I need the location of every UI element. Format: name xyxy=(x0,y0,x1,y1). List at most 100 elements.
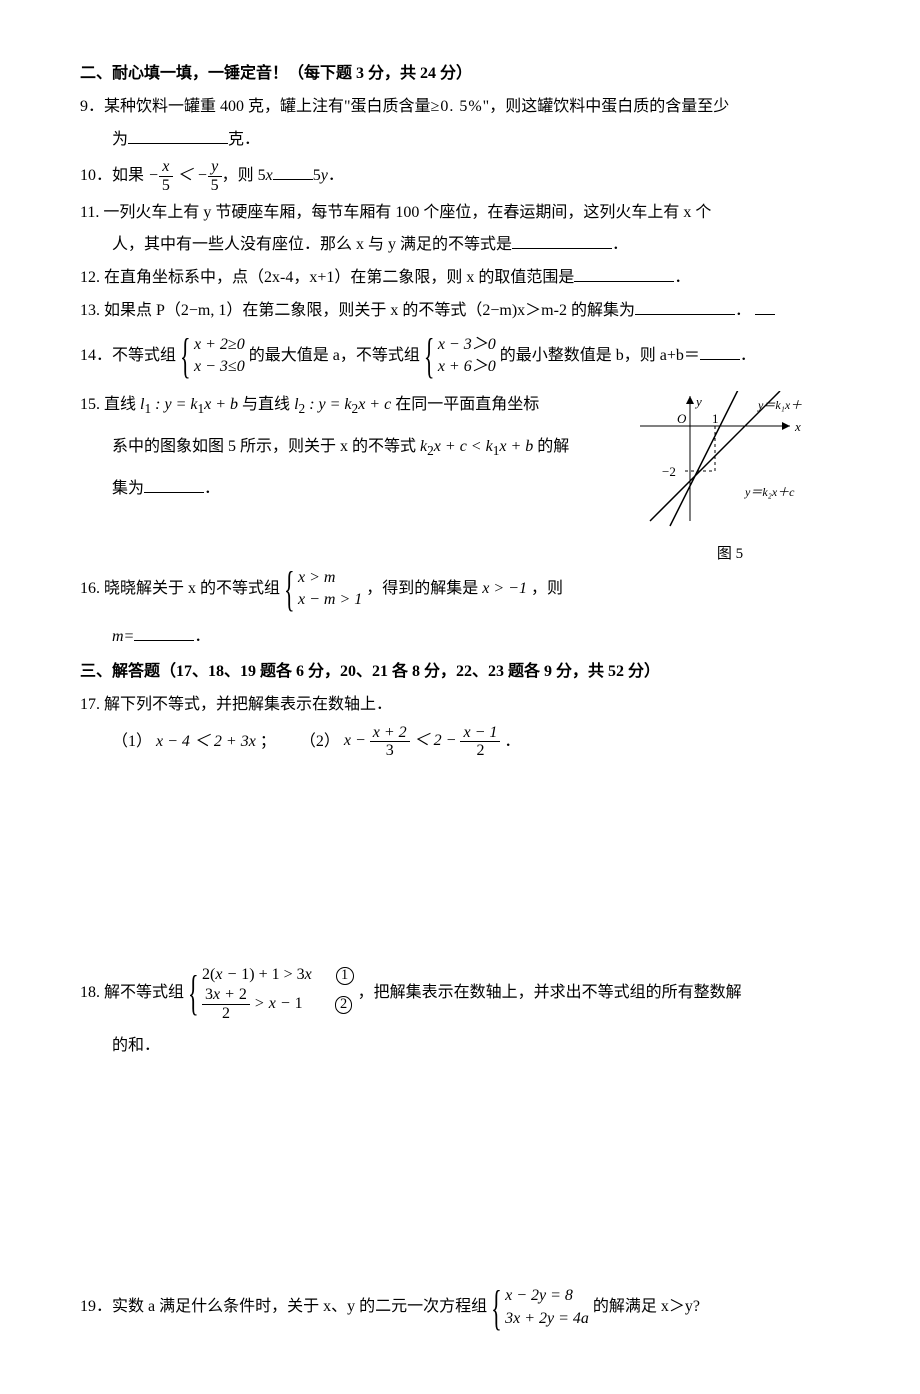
q17-p2-expr: x − x + 23 ＜ 2 − x − 12 xyxy=(344,732,501,749)
q12-text-b: ． xyxy=(674,269,690,286)
q11-text2a: 人，其中有一些人没有座位．那么 x 与 y 满足的不等式是 xyxy=(112,236,512,253)
q17-num: 17. xyxy=(80,696,100,713)
q15: y x O 1 −2 y＝k₁x＋ y＝k₂x＋c 图 5 15. 直线 l1 … xyxy=(80,391,840,561)
q15-l1b: 与直线 xyxy=(242,396,290,413)
q13-text-b: ． xyxy=(735,302,751,319)
q12: 12. 在直角坐标系中，点（2x-4，x+1）在第二象限，则 x 的取值范围是． xyxy=(80,264,840,293)
q11-text1: 一列火车上有 y 节硬座车厢，每节车厢有 100 个座位，在春运期间，这列火车上… xyxy=(103,204,711,221)
q14-sys1: x + 2≥0 x − 3≤0 xyxy=(180,334,245,379)
q18-text-a: 解不等式组 xyxy=(104,984,184,1001)
q10-text-b: ，则 5 xyxy=(222,167,266,184)
figure-5: y x O 1 −2 y＝k₁x＋ y＝k₂x＋c 图 5 xyxy=(630,391,830,561)
fig5-y-label: y xyxy=(694,394,702,409)
q15-l2a: 系中的图象如图 5 所示，则关于 x 的不等式 xyxy=(112,438,416,455)
q9-num: 9． xyxy=(80,98,104,115)
q16-sys: x > m x − m > 1 xyxy=(284,567,362,612)
q9-line2-a: 为 xyxy=(112,131,128,148)
q11-blank xyxy=(512,232,612,249)
q14-text-c: 的最小整数值是 b，则 a+b＝ xyxy=(500,347,700,364)
q16: 16. 晓晓解关于 x 的不等式组 x > m x − m > 1 ，得到的解集… xyxy=(80,567,840,612)
q11-line1: 11. 一列火车上有 y 节硬座车厢，每节车厢有 100 个座位，在春运期间，这… xyxy=(80,199,840,228)
q9-ge: ≥0. 5% xyxy=(431,98,483,115)
q16-text-c: ，则 xyxy=(531,580,563,597)
q11-text2b: ． xyxy=(612,236,628,253)
q15-l3a: 集为 xyxy=(112,480,144,497)
q9-line2: 为 克． xyxy=(80,126,840,155)
q19: 19．实数 a 满足什么条件时，关于 x、y 的二元一次方程组 x − 2y =… xyxy=(80,1285,840,1330)
q14-text-a: 不等式组 xyxy=(112,347,176,364)
q14-sys2: x − 3＞0 x + 6＞0 xyxy=(424,334,496,379)
q15-l1: l1 : y = k1x + b xyxy=(140,396,238,413)
q19-num: 19． xyxy=(80,1298,112,1315)
q18-l2: 的和． xyxy=(112,1037,160,1054)
q18-sys-r1: 2(x − 1) + 1 > 3x 1 xyxy=(202,964,354,986)
q15-l1c: 在同一平面直角坐标 xyxy=(395,396,539,413)
q16-line2: m=． xyxy=(80,623,840,652)
q12-blank xyxy=(574,265,674,282)
q15-line1: 15. 直线 l1 : y = k1x + b 与直线 l2 : y = k2x… xyxy=(80,391,630,421)
q17-text: 解下列不等式，并把解集表示在数轴上． xyxy=(104,696,392,713)
q14-blank xyxy=(700,343,740,360)
q14-sys1-r1: x + 2≥0 xyxy=(194,334,245,356)
q10-x: x xyxy=(266,167,273,184)
q15-ineq: k2x + c < k1x + b xyxy=(420,438,533,455)
q13-blank2 xyxy=(755,298,775,315)
q10-expr: −x5 ＜ −y5 xyxy=(148,167,222,184)
q16-sol: x > −1 xyxy=(482,580,527,597)
q17-parts: （1） x − 4 ＜ 2 + 3x ； （2） x − x + 23 ＜ 2 … xyxy=(80,724,840,760)
figure-5-svg: y x O 1 −2 y＝k₁x＋ y＝k₂x＋c xyxy=(630,391,830,531)
q17-p2-label: （2） xyxy=(300,732,340,749)
q9-line2-b: 克． xyxy=(228,131,260,148)
section3-heading: 三、解答题（17、18、19 题各 6 分，20、21 各 8 分，22、23 … xyxy=(80,658,840,687)
q11-num: 11. xyxy=(80,204,99,221)
q15-blank xyxy=(144,476,204,493)
q10-y: y xyxy=(321,167,328,184)
q10-num: 10． xyxy=(80,167,112,184)
q18-sys: 2(x − 1) + 1 > 3x 1 3x + 22 > x − 1 2 xyxy=(188,964,354,1023)
q14-num: 14． xyxy=(80,347,112,364)
q10-text-d: ． xyxy=(328,167,344,184)
q17: 17. 解下列不等式，并把解集表示在数轴上． xyxy=(80,691,840,720)
q9-text-b: "，则这罐饮料中蛋白质的含量至少 xyxy=(483,98,730,115)
fig5-l2-label: y＝k₂x＋c xyxy=(744,485,795,499)
q19-text-a: 实数 a 满足什么条件时，关于 x、y 的二元一次方程组 xyxy=(112,1298,487,1315)
q11-line2: 人，其中有一些人没有座位．那么 x 与 y 满足的不等式是 ． xyxy=(80,231,840,260)
q13-blank xyxy=(635,298,735,315)
q9: 9．某种饮料一罐重 400 克，罐上注有"蛋白质含量≥0. 5%"，则这罐饮料中… xyxy=(80,93,840,122)
q15-num: 15. xyxy=(80,396,100,413)
q15-line2: 系中的图象如图 5 所示，则关于 x 的不等式 k2x + c < k1x + … xyxy=(80,433,630,463)
section2-heading: 二、耐心填一填，一锤定音！（每下题 3 分，共 24 分） xyxy=(80,60,840,89)
q10-blank xyxy=(273,163,313,180)
q18-text-b: ，把解集表示在数轴上，并求出不等式组的所有整数解 xyxy=(358,984,742,1001)
q15-l2: l2 : y = k2x + c xyxy=(294,396,391,413)
q16-text-b: ，得到的解集是 xyxy=(366,580,478,597)
q18-circ1: 1 xyxy=(336,967,354,985)
q15-l1a: 直线 xyxy=(104,396,136,413)
q15-line3: 集为 ． xyxy=(80,475,630,504)
q14: 14．不等式组 x + 2≥0 x − 3≤0 的最大值是 a，不等式组 x −… xyxy=(80,334,840,379)
q14-sys2-r1: x − 3＞0 xyxy=(438,334,496,356)
q14-sys1-r2: x − 3≤0 xyxy=(194,356,245,378)
q16-sys-r2: x − m > 1 xyxy=(298,589,362,611)
q10: 10．如果 −x5 ＜ −y5，则 5x 5y． xyxy=(80,158,840,194)
q18-num: 18. xyxy=(80,984,100,1001)
fig5-l1-label: y＝k₁x＋ xyxy=(757,398,802,412)
q16-l2a: m= xyxy=(112,628,134,645)
q17-p1-sep: ； xyxy=(260,732,276,749)
q17-p1-label: （1） xyxy=(112,732,152,749)
q14-sys2-r2: x + 6＞0 xyxy=(438,356,496,378)
q14-text-d: ． xyxy=(740,347,756,364)
figure-5-caption: 图 5 xyxy=(630,541,830,568)
q12-text-a: 在直角坐标系中，点（2x-4，x+1）在第二象限，则 x 的取值范围是 xyxy=(104,269,574,286)
q18-workspace xyxy=(80,1065,840,1285)
q17-workspace xyxy=(80,764,840,964)
q16-text-a: 晓晓解关于 x 的不等式组 xyxy=(104,580,280,597)
q10-text-c: 5 xyxy=(313,167,321,184)
q18-line2: 的和． xyxy=(80,1032,840,1061)
fig5-tick-y: −2 xyxy=(662,464,676,479)
q19-sys: x − 2y = 8 3x + 2y = 4a xyxy=(491,1285,589,1330)
q10-text-a: 如果 xyxy=(112,167,144,184)
q17-p2-end: ． xyxy=(504,732,520,749)
q15-l3b: ． xyxy=(204,480,220,497)
q13-num: 13. xyxy=(80,302,100,319)
